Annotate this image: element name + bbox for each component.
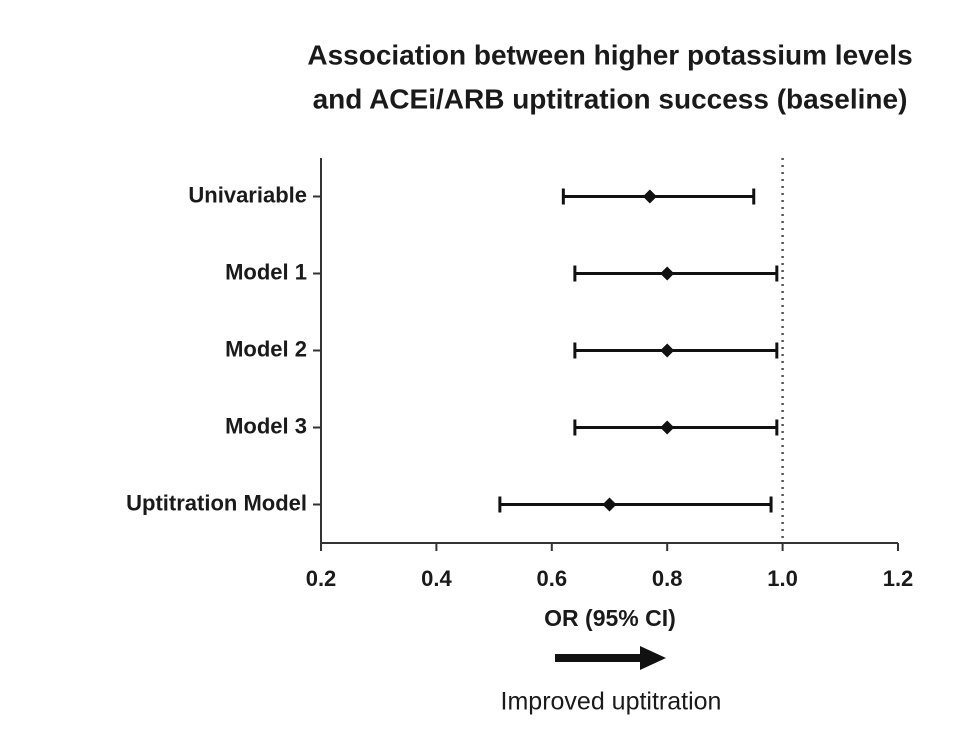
chart-title: Association between higher potassium lev… — [307, 39, 912, 70]
y-tick-label: Univariable — [188, 182, 307, 207]
x-tick-label: 1.2 — [883, 566, 914, 591]
x-tick-label: 1.0 — [767, 566, 798, 591]
x-tick-label: 0.6 — [537, 566, 568, 591]
y-tick-label: Model 1 — [225, 259, 307, 284]
point-estimate — [660, 343, 675, 358]
x-tick-label: 0.4 — [421, 566, 452, 591]
point-estimate — [660, 266, 675, 281]
annotation: Improved uptitration — [501, 688, 722, 716]
y-tick-label: Uptitration Model — [126, 490, 307, 515]
point-estimate — [660, 420, 675, 435]
point-estimate — [602, 497, 617, 512]
y-tick-label: Model 3 — [225, 413, 307, 438]
point-estimate — [642, 189, 657, 204]
chart-title: and ACEi/ARB uptitration success (baseli… — [313, 83, 908, 114]
arrow-head — [640, 646, 666, 670]
x-axis-title: OR (95% CI) — [544, 605, 676, 631]
x-tick-label: 0.2 — [306, 566, 337, 591]
y-tick-label: Model 2 — [225, 336, 307, 361]
x-tick-label: 0.8 — [652, 566, 683, 591]
